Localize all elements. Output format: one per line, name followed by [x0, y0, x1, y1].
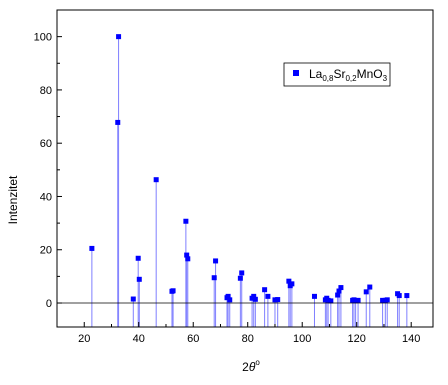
- data-point: [136, 276, 142, 282]
- data-point: [251, 293, 257, 299]
- ticks-layer: 20 40 60 80 100 120 140 0 20 40 60 80 100: [34, 32, 421, 345]
- data-point: [396, 293, 402, 299]
- x-tick-label: 120: [348, 333, 366, 345]
- data-point: [355, 297, 361, 303]
- data-point: [384, 297, 390, 303]
- x-tick-label: 100: [293, 333, 311, 345]
- data-point: [336, 288, 342, 294]
- legend: La0,8Sr0,2MnO3: [283, 62, 391, 87]
- data-point: [262, 287, 268, 293]
- data-point: [338, 285, 344, 291]
- data-point: [325, 297, 331, 303]
- data-point: [89, 245, 95, 251]
- data-point: [367, 284, 373, 290]
- x-axis-label: 2θo: [242, 358, 260, 374]
- data-point: [170, 288, 176, 294]
- data-point: [252, 296, 258, 302]
- data-point: [211, 275, 217, 281]
- legend-label: La0,8Sr0,2MnO3: [309, 67, 388, 83]
- data-point: [213, 258, 219, 264]
- data-point: [286, 278, 292, 284]
- y-axis-label: Intenzitet: [6, 175, 20, 224]
- data-point: [363, 289, 369, 295]
- y-tick-label: 80: [40, 85, 52, 97]
- data-point: [135, 255, 141, 261]
- x-axis-label-base: 2: [242, 360, 249, 374]
- data-point: [227, 297, 233, 303]
- legend-subscript: 0,8: [322, 74, 334, 83]
- legend-text-part: MnO: [357, 67, 383, 81]
- data-point: [311, 293, 317, 299]
- y-tick-label: 0: [46, 298, 52, 310]
- stems-layer: [91, 36, 408, 327]
- y-tick-label: 40: [40, 191, 52, 203]
- x-tick-label: 140: [402, 333, 420, 345]
- data-point: [225, 293, 231, 299]
- data-point: [116, 34, 122, 40]
- y-tick-label: 100: [34, 32, 52, 44]
- legend-subscript: 3: [383, 74, 388, 83]
- data-point: [153, 177, 159, 183]
- data-point: [380, 297, 386, 303]
- markers-layer: [89, 34, 410, 304]
- y-tick-label: 60: [40, 138, 52, 150]
- x-axis-label-degree: o: [255, 358, 260, 367]
- data-point: [237, 275, 243, 281]
- data-point: [289, 281, 295, 287]
- data-point: [185, 256, 191, 262]
- data-point: [272, 297, 278, 303]
- legend-marker: [293, 70, 299, 76]
- data-point: [115, 119, 121, 125]
- legend-subscript: 0,2: [345, 74, 357, 83]
- x-tick-label: 20: [78, 333, 90, 345]
- axes-layer: [56, 9, 434, 328]
- data-point: [335, 292, 341, 298]
- x-tick-label: 40: [133, 333, 145, 345]
- data-point: [404, 293, 410, 299]
- x-tick-label: 60: [187, 333, 199, 345]
- legend-text-part: La: [309, 67, 323, 81]
- x-tick-label: 80: [242, 333, 254, 345]
- data-point: [328, 298, 334, 304]
- y-tick-label: 20: [40, 245, 52, 257]
- data-point: [239, 270, 245, 276]
- legend-text-part: Sr: [333, 67, 345, 81]
- data-point: [130, 296, 136, 302]
- legend-box: [283, 62, 391, 87]
- data-point: [275, 297, 281, 303]
- data-point: [265, 293, 271, 299]
- x-axis-label-theta: θ: [249, 360, 256, 374]
- plot-frame: [56, 9, 434, 328]
- data-point: [184, 252, 190, 258]
- data-point: [183, 218, 189, 224]
